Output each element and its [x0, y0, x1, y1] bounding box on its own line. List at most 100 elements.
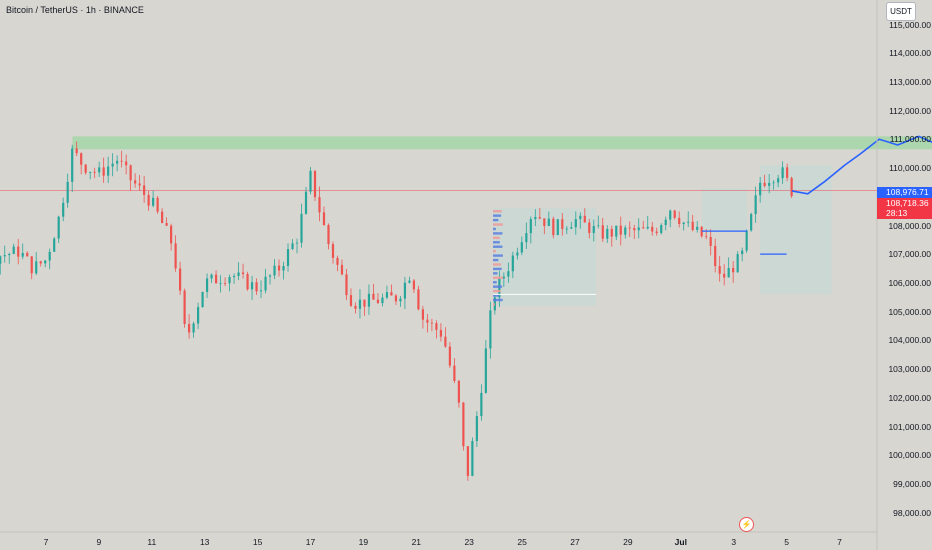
candle-body	[394, 295, 398, 302]
candle-body	[408, 280, 411, 283]
candle-body	[534, 217, 537, 220]
volume-profile-bar	[493, 232, 503, 235]
candle-body	[187, 323, 191, 333]
candle-layer	[0, 141, 793, 481]
volume-profile-bar	[493, 267, 502, 271]
y-tick-label: 99,000.00	[893, 479, 931, 490]
candle-body	[35, 261, 38, 274]
volume-profile-bar	[493, 249, 496, 253]
candle-body	[264, 276, 267, 291]
candle-body	[696, 226, 699, 230]
candle-body	[543, 218, 546, 226]
y-tick-label: 106,000.00	[888, 277, 931, 288]
candle-body	[606, 228, 609, 239]
candle-body	[62, 202, 65, 217]
candle-body	[219, 283, 222, 285]
candle-body	[619, 225, 622, 235]
candle-body	[26, 252, 29, 257]
candle-body	[277, 265, 281, 271]
volume-profile-bar	[493, 285, 503, 288]
candle-body	[381, 297, 384, 304]
candle-body	[170, 225, 173, 244]
chart-title: Bitcoin / TetherUS · 1h · BINANCE	[6, 5, 144, 15]
candle-body	[129, 165, 132, 181]
candle-body	[736, 254, 739, 273]
candle-body	[48, 251, 51, 261]
y-tick-label: 107,000.00	[888, 249, 931, 260]
candle-body	[471, 441, 474, 476]
candle-body	[453, 365, 456, 381]
candle-body	[601, 225, 604, 239]
candle-body	[651, 226, 654, 232]
candle-body	[161, 211, 164, 224]
candle-body	[484, 348, 487, 393]
candle-body	[152, 197, 155, 206]
candle-body	[98, 167, 101, 173]
candle-body	[691, 221, 694, 230]
candle-body	[295, 242, 299, 244]
volume-profile-bar	[493, 272, 498, 275]
candle-body	[610, 228, 613, 237]
x-tick-label: 23	[464, 537, 474, 547]
candle-body	[196, 307, 200, 324]
candle-body	[561, 219, 564, 229]
candle-body	[246, 274, 249, 290]
volume-profile-bar	[493, 298, 503, 302]
candle-body	[583, 215, 586, 223]
y-tick-label: 113,000.00	[889, 76, 931, 87]
x-tick-label: 7	[43, 537, 49, 547]
x-tick-label: 29	[623, 537, 633, 547]
x-tick-label: 7	[837, 537, 842, 547]
last-price-tag: 108,718.36	[877, 198, 932, 209]
x-tick-label: 25	[517, 537, 527, 547]
candle-body	[192, 323, 195, 333]
candle-body	[318, 197, 321, 213]
candle-body	[556, 219, 559, 236]
resistance-zone	[72, 136, 932, 150]
candle-body	[345, 274, 348, 296]
candle-body	[727, 267, 730, 278]
candle-body	[259, 290, 263, 292]
candle-body	[682, 222, 685, 224]
candle-body	[475, 416, 478, 442]
volume-profile-bar	[493, 245, 503, 248]
tradingview-logo-icon[interactable]: ⚡	[739, 517, 754, 532]
candle-body	[637, 227, 640, 231]
candle-body	[633, 228, 636, 231]
candle-body	[444, 336, 447, 347]
candle-body	[480, 392, 483, 417]
volume-profile-bar	[493, 281, 497, 284]
projected-price-tag: 108,976.71	[877, 187, 932, 198]
candle-body	[183, 290, 186, 324]
candle-body	[705, 236, 708, 238]
candle-body	[516, 252, 519, 256]
candle-body	[741, 250, 744, 255]
candle-body	[520, 242, 523, 253]
candle-body	[255, 282, 258, 292]
candle-body	[390, 292, 393, 296]
candle-body	[304, 191, 308, 214]
candle-body	[709, 236, 712, 246]
candle-body	[57, 216, 60, 239]
range-box	[701, 188, 747, 232]
candle-body	[624, 227, 627, 235]
candle-body	[147, 194, 150, 206]
candle-body	[3, 255, 6, 257]
y-tick-label: 110,000.00	[889, 163, 931, 174]
candle-body	[232, 275, 236, 278]
candle-body	[39, 261, 42, 264]
candle-body	[525, 233, 528, 243]
candle-body	[102, 167, 105, 176]
currency-unit-button[interactable]: USDT	[886, 2, 916, 21]
candle-body	[12, 246, 15, 254]
candle-body	[30, 256, 33, 274]
candle-body	[322, 212, 326, 226]
candle-body	[93, 171, 96, 173]
candle-body	[489, 310, 492, 349]
candle-body	[241, 272, 245, 275]
volume-profile-bar	[493, 258, 499, 262]
candle-body	[687, 221, 690, 223]
candle-body	[574, 219, 577, 228]
candle-body	[529, 219, 532, 234]
